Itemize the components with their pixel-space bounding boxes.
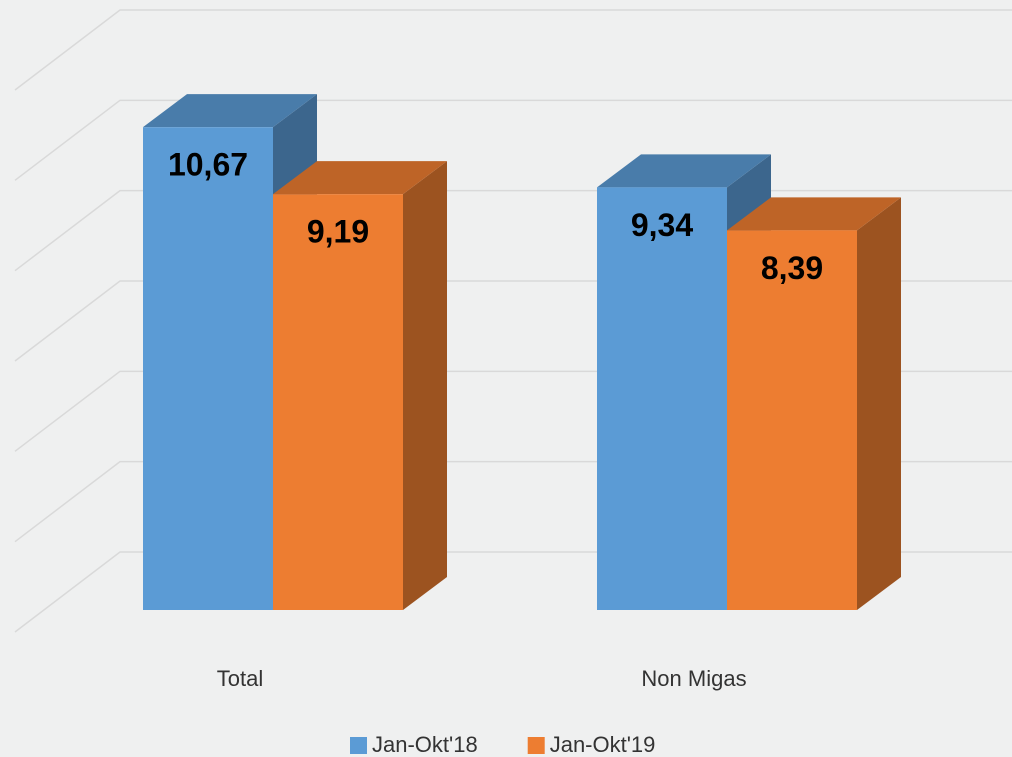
bar — [727, 230, 857, 611]
bar — [143, 127, 273, 611]
bar-top — [143, 94, 317, 128]
x-tick-label: Non Migas — [641, 666, 746, 691]
legend-swatch — [527, 737, 545, 754]
grid-line — [14, 9, 1012, 91]
legend-swatch — [350, 737, 367, 754]
bar-top — [273, 161, 447, 195]
data-label: 10,67 — [168, 147, 248, 183]
bar — [597, 187, 727, 611]
bar-top — [597, 154, 771, 188]
bar-top — [727, 197, 901, 231]
data-label: 9,34 — [631, 207, 693, 243]
bar — [273, 194, 403, 610]
data-label: 8,39 — [761, 250, 823, 286]
legend-label: Jan-Okt'18 — [372, 732, 478, 757]
bar-side — [403, 161, 447, 610]
data-label: 9,19 — [307, 214, 369, 250]
bar-side — [857, 197, 901, 611]
legend-label: Jan-Okt'19 — [550, 732, 656, 757]
grid-line — [14, 99, 1012, 181]
x-tick-label: Total — [217, 666, 263, 691]
